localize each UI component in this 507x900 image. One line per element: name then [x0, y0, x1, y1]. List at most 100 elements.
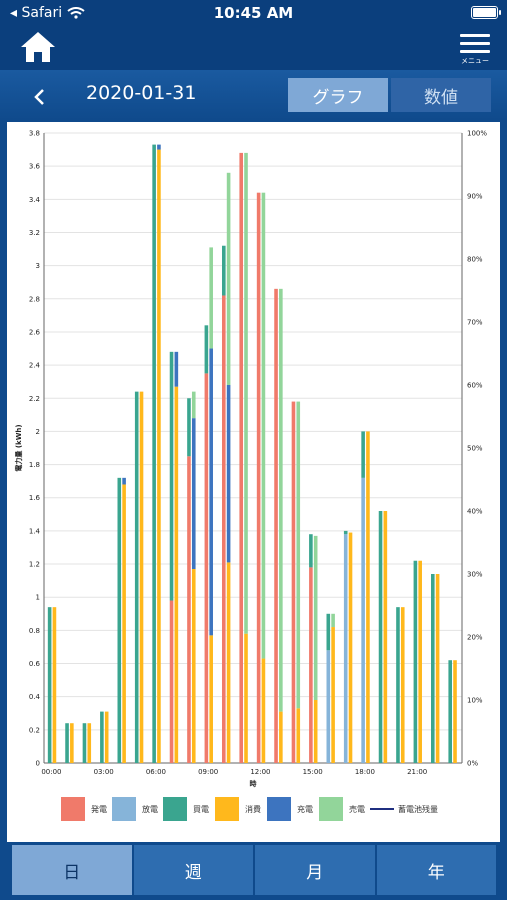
y2-tick-label: 100% — [467, 130, 487, 138]
bar-consumption — [383, 511, 388, 763]
bar-purchase — [47, 607, 52, 763]
bar-purchase — [396, 607, 400, 763]
bar-generation — [274, 288, 278, 763]
bar-discharge — [343, 534, 348, 763]
bar-consumption — [435, 574, 440, 763]
legend-swatch-discharge — [112, 797, 136, 821]
bar-purchase — [204, 325, 209, 374]
status-bar: ◂ Safari 10:45 AM — [0, 0, 507, 26]
bar-consumption — [122, 484, 126, 763]
bar-consumption — [453, 660, 457, 763]
y2-tick-label: 0% — [467, 760, 478, 768]
bar-consumption — [104, 711, 109, 763]
bar-sale — [226, 172, 231, 385]
bar-consumption — [139, 391, 144, 763]
x-tick-label: 15:00 — [303, 768, 323, 776]
bar-generation — [221, 295, 226, 763]
y-tick-label: 0.8 — [29, 627, 40, 635]
bar-generation — [291, 401, 296, 763]
bar-consumption — [400, 607, 405, 763]
y-tick-label: 0.6 — [29, 660, 41, 668]
bar-consumption — [296, 708, 301, 763]
bar-sale — [279, 288, 283, 712]
bar-sale — [313, 535, 318, 700]
chart-card: 0 0.2 0.4 0.6 0.8 1 1.2 1.4 1.6 1.8 2 2.2 2.4 2.6 2.8 3… — [7, 122, 500, 842]
date-header: 2020-01-31 グラフ 数値 — [0, 70, 507, 120]
carrier-label: Safari — [21, 5, 63, 21]
bar-purchase — [82, 723, 87, 763]
bar-charge — [191, 418, 196, 570]
y-tick-label: 3.2 — [29, 229, 40, 237]
y2-tick-label: 20% — [467, 634, 483, 642]
bar-purchase — [152, 144, 156, 764]
y-tick-label: 3.4 — [29, 196, 41, 204]
bar-purchase — [413, 560, 418, 763]
bar-purchase — [117, 477, 122, 763]
bar-sale — [261, 192, 266, 659]
legend-swatch-sale — [319, 797, 343, 821]
menu-button[interactable]: メニュー — [457, 34, 493, 68]
bar-generation — [256, 192, 261, 763]
bar-discharge — [326, 650, 331, 763]
bar-purchase — [378, 511, 383, 763]
home-icon — [21, 32, 55, 62]
bar-generation — [204, 373, 209, 763]
menu-icon — [460, 34, 490, 37]
bar-sale — [191, 391, 196, 419]
status-carrier: ◂ Safari — [10, 5, 85, 21]
y-tick-label: 1.6 — [29, 494, 41, 502]
status-time: 10:45 AM — [213, 4, 294, 22]
bar-purchase — [448, 660, 453, 763]
y-tick-label: 0.2 — [29, 726, 40, 734]
y-axis-title: 電力量 (kWh) — [14, 424, 23, 471]
tab-week[interactable]: 週 — [133, 845, 253, 895]
y-tick-label: 3.6 — [29, 163, 41, 171]
y2-tick-label: 60% — [467, 382, 483, 390]
bar-charge — [226, 385, 231, 563]
y2-tick-label: 50% — [467, 445, 483, 453]
legend-swatch-purchase — [163, 797, 187, 821]
legend-item-discharge: 放電 — [112, 796, 158, 822]
y-tick-label: 0.4 — [29, 693, 41, 701]
x-tick-label: 21:00 — [407, 768, 427, 776]
bar-charge — [157, 144, 161, 150]
bar-sale — [331, 613, 335, 628]
tab-day[interactable]: 日 — [12, 845, 132, 895]
x-tick-label: 12:00 — [250, 768, 270, 776]
numbers-tab[interactable]: 数値 — [391, 78, 491, 112]
tab-month[interactable]: 月 — [255, 845, 375, 895]
x-tick-label: 18:00 — [355, 768, 375, 776]
bar-sale — [296, 401, 301, 709]
legend-label-discharge: 放電 — [142, 804, 158, 814]
y-tick-label: 2.2 — [29, 395, 40, 403]
bar-consumption — [191, 569, 196, 763]
bar-consumption — [313, 700, 318, 763]
bar-generation — [169, 600, 174, 763]
legend-item-consumption: 消費 — [215, 796, 261, 822]
y2-tick-label: 90% — [467, 193, 483, 201]
tab-year[interactable]: 年 — [376, 845, 496, 895]
bar-purchase — [430, 574, 435, 763]
bar-charge — [209, 348, 213, 636]
y2-tick-label: 70% — [467, 319, 483, 327]
bar-generation — [309, 567, 313, 763]
back-button[interactable] — [26, 83, 54, 111]
bar-consumption — [366, 431, 370, 763]
energy-chart: 0 0.2 0.4 0.6 0.8 1 1.2 1.4 1.6 1.8 2 2.2 2.4 2.6 2.8 3… — [14, 130, 487, 789]
y-tick-label: 1.4 — [29, 527, 41, 535]
graph-tab[interactable]: グラフ — [288, 78, 388, 112]
bar-consumption — [279, 711, 283, 763]
bar-purchase — [361, 431, 365, 478]
y2-tick-label: 10% — [467, 697, 483, 705]
bar-sale — [209, 247, 213, 349]
bar-sale — [244, 152, 248, 634]
y2-tick-label: 40% — [467, 508, 483, 516]
battery-icon — [471, 6, 501, 19]
bar-purchase — [65, 723, 69, 763]
home-button[interactable] — [18, 29, 58, 65]
bar-purchase — [187, 398, 191, 457]
bar-consumption — [209, 635, 213, 763]
bar-purchase — [169, 351, 174, 601]
bar-consumption — [244, 633, 248, 763]
bar-generation — [187, 456, 191, 763]
